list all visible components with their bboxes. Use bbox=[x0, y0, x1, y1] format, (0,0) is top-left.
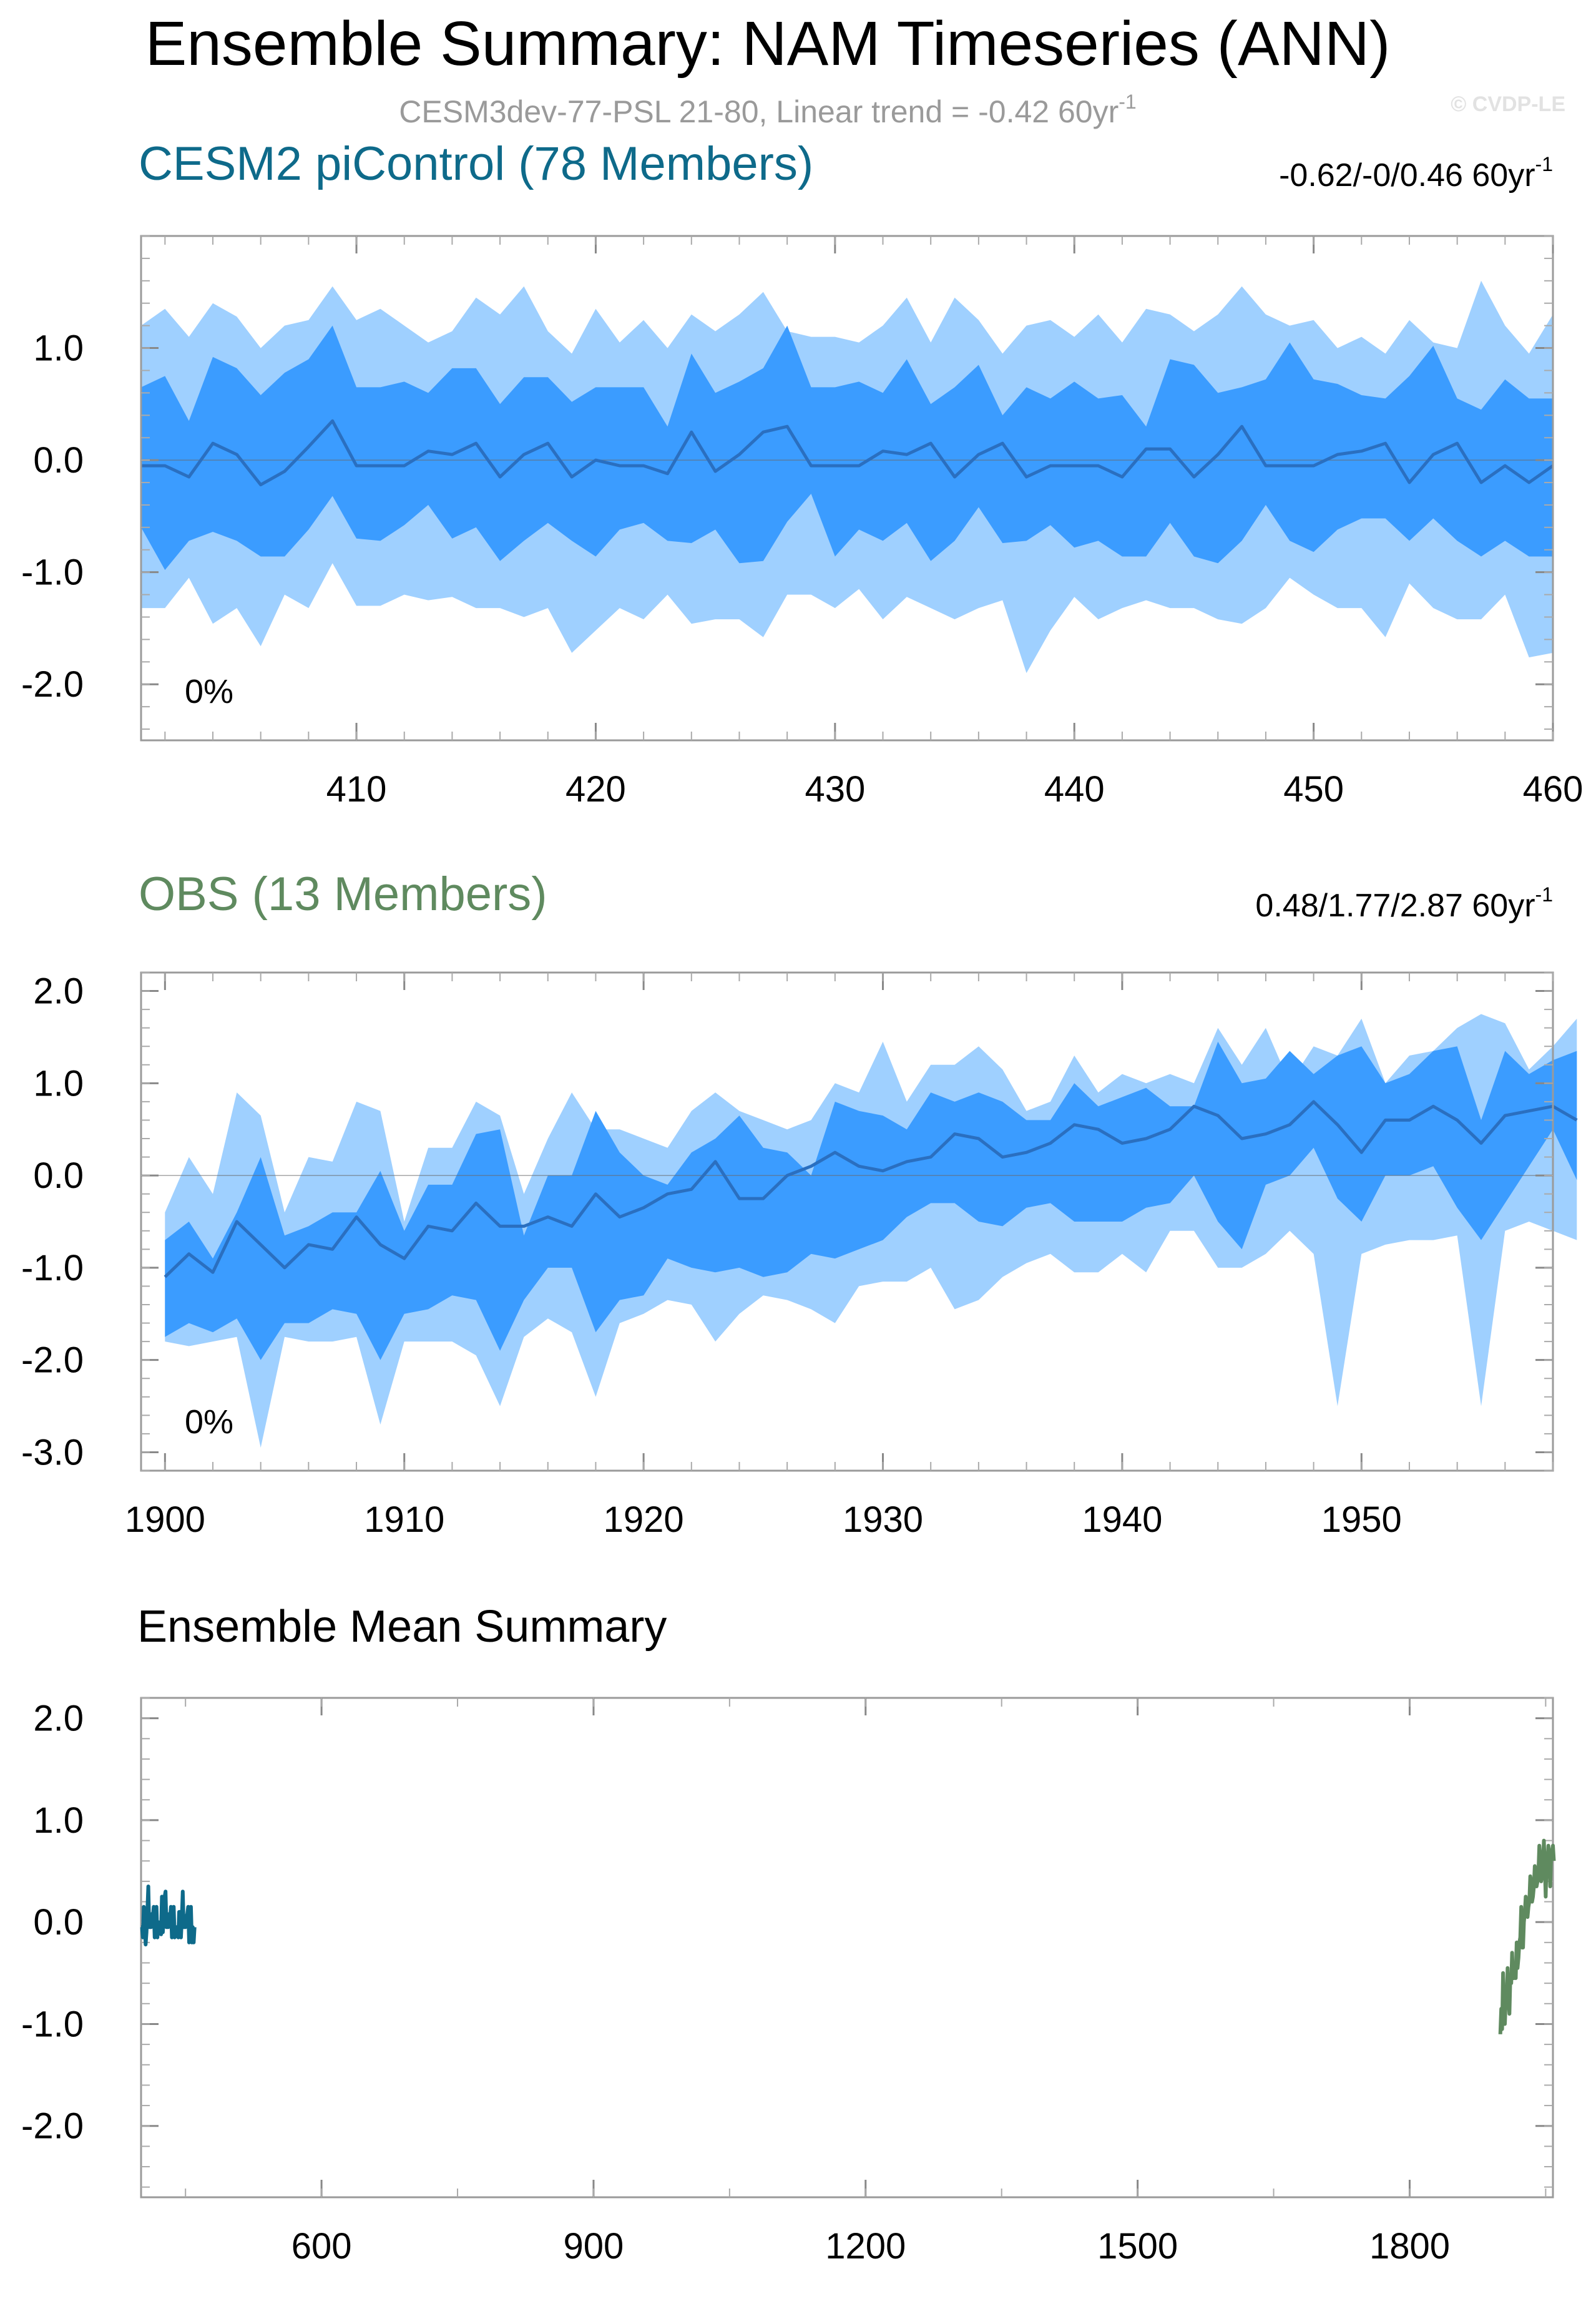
summary-ytick-label: 0.0 bbox=[33, 1902, 84, 1943]
summary-series-obs bbox=[1498, 1838, 1556, 2034]
summary-ytick-label: 2.0 bbox=[33, 1699, 84, 1739]
summary-ytick-label: -2.0 bbox=[21, 2106, 84, 2147]
obs-xtick-label: 1920 bbox=[604, 1499, 684, 1540]
summary-xtick-label: 1800 bbox=[1369, 2226, 1450, 2267]
obs-ytick-label: 0.0 bbox=[33, 1155, 84, 1196]
model-ytick-label: 0.0 bbox=[33, 440, 84, 481]
model-xtick-label: 440 bbox=[1044, 769, 1105, 810]
obs-ytick-label: -3.0 bbox=[21, 1432, 84, 1473]
model-mean-line bbox=[141, 419, 1554, 487]
panel-summary: Ensemble Mean Summary 600 900 1200 1500 1800… bbox=[21, 1602, 1556, 2267]
model-percent-label: 0% bbox=[185, 673, 233, 710]
model-xtick-label: 410 bbox=[326, 769, 387, 810]
model-frame bbox=[140, 235, 1554, 742]
summary-xtick-label: 1500 bbox=[1097, 2226, 1178, 2267]
panel-obs-trend-sup: -1 bbox=[1535, 883, 1553, 906]
obs-xtick-label: 1930 bbox=[843, 1499, 923, 1540]
summary-xtick-label: 1200 bbox=[825, 2226, 906, 2267]
panel-summary-title: Ensemble Mean Summary bbox=[137, 1602, 667, 1652]
plot-obs: 1900 1910 1920 1930 1940 1950 2.0 1.0 0.0 -1.0 -2.… bbox=[21, 971, 1578, 1540]
summary-series-model bbox=[140, 1885, 197, 1947]
panel-model-trend-sup: -1 bbox=[1535, 153, 1553, 175]
obs-xtick-label: 1910 bbox=[364, 1499, 444, 1540]
panel-obs-title: OBS (13 Members) bbox=[139, 868, 547, 921]
obs-frame bbox=[140, 971, 1554, 1472]
model-ytick-label: -1.0 bbox=[21, 552, 84, 593]
model-xtick-label: 460 bbox=[1523, 769, 1584, 810]
model-xtick-label: 450 bbox=[1283, 769, 1344, 810]
panel-model-trend-text: -0.62/-0/0.46 60yr bbox=[1279, 157, 1535, 194]
model-xtick-label: 430 bbox=[805, 769, 865, 810]
plot-model: 410 420 430 440 450 460 1.0 0.0 -1.0 -2.0 0% bbox=[21, 235, 1584, 810]
summary-xtick-label: 900 bbox=[564, 2226, 624, 2267]
panel-obs: OBS (13 Members) 0.48/1.77/2.87 60yr-1 1… bbox=[21, 868, 1578, 1540]
obs-mean-line bbox=[164, 1100, 1578, 1278]
panel-obs-trend: 0.48/1.77/2.87 60yr-1 bbox=[1255, 883, 1553, 924]
obs-percent-label: 0% bbox=[185, 1403, 233, 1441]
watermark: © CVDP-LE bbox=[1451, 92, 1565, 116]
obs-ytick-label: 2.0 bbox=[33, 971, 84, 1012]
obs-ytick-label: 1.0 bbox=[33, 1063, 84, 1104]
figure-subtitle-text: CESM3dev-77-PSL 21-80, Linear trend = -0… bbox=[399, 94, 1119, 129]
panel-model: CESM2 piControl (78 Members) -0.62/-0/0.… bbox=[21, 137, 1583, 810]
obs-ytick-label: -2.0 bbox=[21, 1340, 84, 1381]
model-inner-band bbox=[141, 325, 1553, 571]
obs-xtick-label: 1950 bbox=[1321, 1499, 1402, 1540]
summary-xtick-label: 600 bbox=[291, 2226, 352, 2267]
summary-frame bbox=[140, 1697, 1554, 2199]
model-xtick-label: 420 bbox=[565, 769, 626, 810]
figure-title: Ensemble Summary: NAM Timeseries (ANN) bbox=[145, 9, 1391, 79]
panel-model-title: CESM2 piControl (78 Members) bbox=[139, 137, 813, 190]
model-ytick-label: 1.0 bbox=[33, 328, 84, 369]
obs-xtick-label: 1940 bbox=[1082, 1499, 1162, 1540]
figure-subtitle: CESM3dev-77-PSL 21-80, Linear trend = -0… bbox=[399, 91, 1136, 129]
obs-ytick-label: -1.0 bbox=[21, 1248, 84, 1288]
summary-ytick-label: -1.0 bbox=[21, 2004, 84, 2044]
model-ytick-label: -2.0 bbox=[21, 664, 84, 705]
obs-xtick-label: 1900 bbox=[125, 1499, 205, 1540]
panel-model-trend: -0.62/-0/0.46 60yr-1 bbox=[1279, 153, 1553, 194]
panel-obs-trend-text: 0.48/1.77/2.87 60yr bbox=[1255, 888, 1535, 924]
plot-summary: 600 900 1200 1500 1800 2.0 1.0 0.0 -1.0 -2.0 bbox=[21, 1697, 1556, 2267]
summary-ytick-label: 1.0 bbox=[33, 1800, 84, 1841]
figure-subtitle-sup: -1 bbox=[1119, 91, 1136, 113]
